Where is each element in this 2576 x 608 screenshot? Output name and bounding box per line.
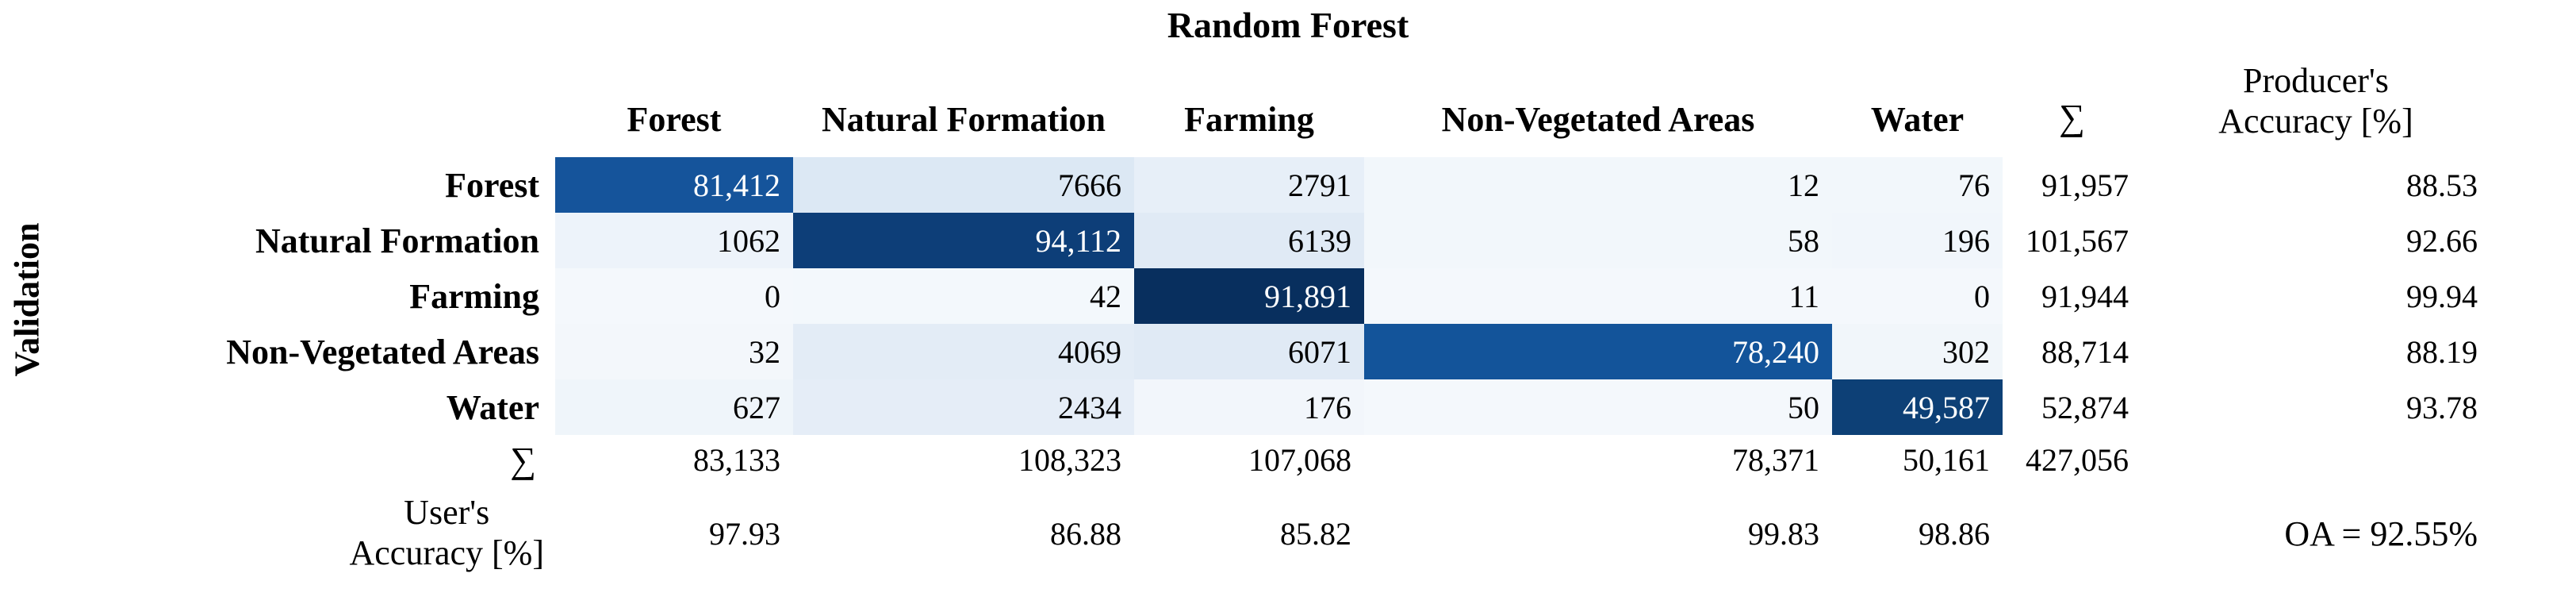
col-header-water: Water [1870,100,1965,139]
matrix-cell-diagonal: 94,112 [793,213,1134,268]
col-sum-cell: 108,323 [1018,441,1121,478]
matrix-cell: 2434 [793,379,1134,435]
col-sum-cell: 107,068 [1248,441,1351,478]
col-header-farming: Farming [1184,100,1314,139]
matrix-cell: 50 [1364,379,1832,435]
row-label-sum: ∑ [510,439,536,480]
users-accuracy-cell: 98.86 [1919,515,1990,552]
row-sum-cell: 88,714 [2041,333,2129,370]
matrix-cell: 7666 [793,157,1134,213]
matrix-cell: 6139 [1134,213,1364,268]
col-header-sum: ∑ [2059,97,2085,137]
row-label-farming: Farming [409,276,539,316]
users-accuracy-cell: 99.83 [1748,515,1819,552]
row-label-forest: Forest [445,165,539,205]
row-label-users-accuracy: User's Accuracy [%] [48,484,555,583]
corner-spacer [48,46,555,157]
row-sum-cell: 101,567 [2026,222,2129,259]
chart-title: Random Forest [1167,5,1409,45]
matrix-cell: 6071 [1134,324,1364,379]
row-sum-cell: 91,944 [2041,278,2129,314]
producers-accuracy-line2: Accuracy [%] [2218,102,2413,140]
users-accuracy-cell: 97.93 [709,515,780,552]
users-accuracy-line1: User's [404,493,490,533]
col-header-non-vegetated-areas: Non-Vegetated Areas [1441,100,1755,139]
users-accuracy-cell: 85.82 [1280,515,1351,552]
col-header-forest: Forest [627,100,722,139]
grand-total-cell: 427,056 [2026,441,2129,478]
empty-cell [2003,484,2141,583]
matrix-cell: 11 [1364,268,1832,324]
producers-accuracy-cell: 92.66 [2406,222,2478,259]
producers-accuracy-line1: Producer's [2243,61,2389,101]
producers-accuracy-cell: 93.78 [2406,389,2478,425]
confusion-matrix-table: Forest Natural Formation Farming Non-Veg… [48,46,2544,583]
matrix-cell: 196 [1832,213,2003,268]
empty-cell [2141,435,2490,484]
matrix-cell-diagonal: 91,891 [1134,268,1364,324]
matrix-cell: 1062 [555,213,793,268]
matrix-cell: 2791 [1134,157,1364,213]
row-axis-label: Validation [7,222,47,377]
matrix-cell: 32 [555,324,793,379]
matrix-cell: 176 [1134,379,1364,435]
matrix-cell: 12 [1364,157,1832,213]
matrix-cell-diagonal: 81,412 [555,157,793,213]
users-accuracy-cell: 86.88 [1050,515,1121,552]
matrix-cell-diagonal: 49,587 [1832,379,2003,435]
matrix-cell: 0 [1832,268,2003,324]
users-accuracy-line2: Accuracy [%] [349,533,544,572]
row-label-non-vegetated-areas: Non-Vegetated Areas [226,332,539,371]
matrix-cell: 42 [793,268,1134,324]
col-header-producers-accuracy: Producer's Accuracy [%] [2141,46,2490,157]
row-sum-cell: 91,957 [2041,167,2129,203]
matrix-cell: 627 [555,379,793,435]
matrix-cell: 302 [1832,324,2003,379]
col-sum-cell: 50,161 [1903,441,1990,478]
matrix-cell: 76 [1832,157,2003,213]
matrix-cell-diagonal: 78,240 [1364,324,1832,379]
matrix-cell: 58 [1364,213,1832,268]
row-label-water: Water [446,387,539,427]
row-label-natural-formation: Natural Formation [255,221,539,260]
row-sum-cell: 52,874 [2041,389,2129,425]
matrix-cell: 4069 [793,324,1134,379]
overall-accuracy: OA = 92.55% [2284,514,2478,553]
producers-accuracy-cell: 88.53 [2406,167,2478,203]
producers-accuracy-cell: 99.94 [2406,278,2478,314]
col-sum-cell: 78,371 [1732,441,1819,478]
producers-accuracy-cell: 88.19 [2406,333,2478,370]
matrix-cell: 0 [555,268,793,324]
col-header-natural-formation: Natural Formation [821,100,1106,139]
col-sum-cell: 83,133 [693,441,780,478]
